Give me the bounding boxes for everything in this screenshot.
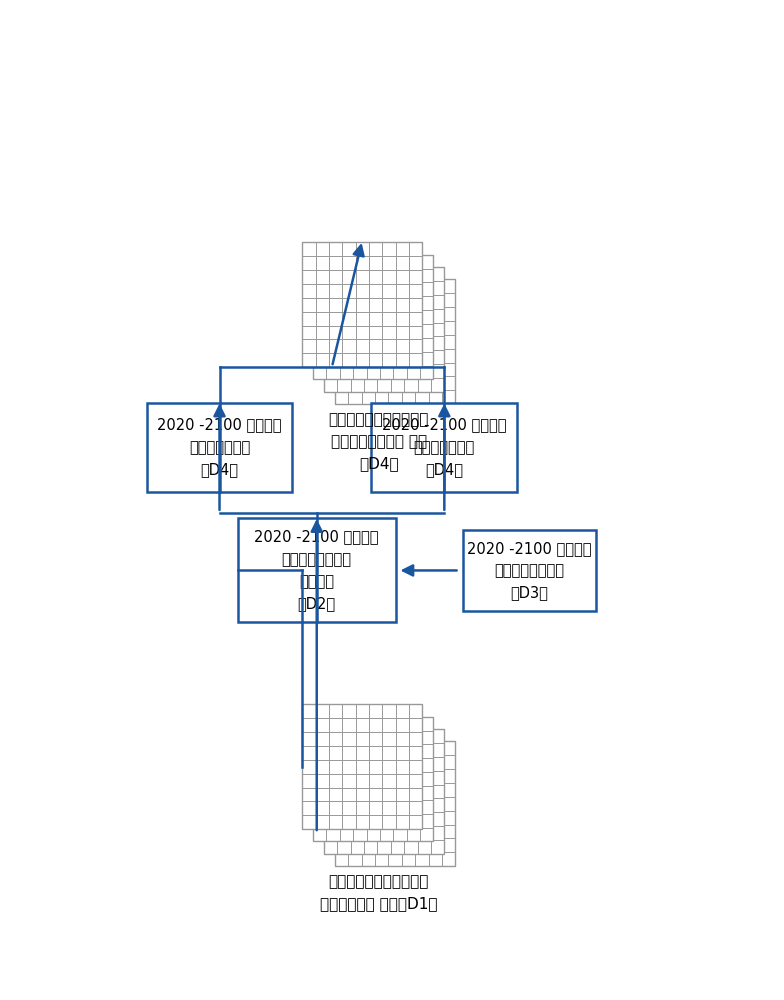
Text: 2020 -2100 每十年省
级人口校正系数
（D4）: 2020 -2100 每十年省 级人口校正系数 （D4） [382,418,506,477]
Bar [324,267,445,392]
Text: 2020 -2100 每十年省
级城镇、农村和总
人口数量
（D2）: 2020 -2100 每十年省 级城镇、农村和总 人口数量 （D2） [255,530,379,611]
Bar [302,242,423,367]
Bar [313,717,434,841]
Bar [372,403,517,492]
Bar [335,279,456,404]
Bar [238,518,396,622]
Bar [463,530,596,611]
Bar [302,704,423,829]
Bar [147,403,292,492]
Text: 校正后逐年的城镇、农村
和总人口数量网格 数据
（D4）: 校正后逐年的城镇、农村 和总人口数量网格 数据 （D4） [328,412,429,471]
Bar [313,255,434,379]
Text: 每十年的城镇、农村和总
人口数量网格 数据（D1）: 每十年的城镇、农村和总 人口数量网格 数据（D1） [320,874,437,911]
Text: 2020 -2100 逐年省级
各类人口增长率
（D4）: 2020 -2100 逐年省级 各类人口增长率 （D4） [158,418,281,477]
Bar [335,741,456,866]
Bar [324,729,445,854]
Text: 2020 -2100 逐年省级
总人口和城镇化率
（D3）: 2020 -2100 逐年省级 总人口和城镇化率 （D3） [467,541,592,600]
